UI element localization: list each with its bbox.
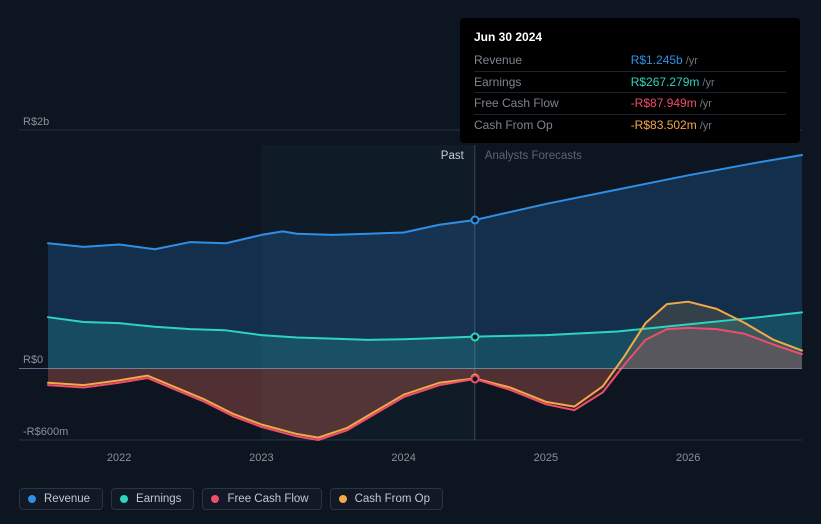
- data-point-marker: [470, 216, 479, 225]
- legend-label: Cash From Op: [355, 493, 430, 505]
- tooltip-row-value: -R$83.502m/yr: [631, 114, 786, 135]
- tooltip-date: Jun 30 2024: [474, 28, 786, 50]
- section-label-forecast: Analysts Forecasts: [485, 150, 582, 162]
- legend: Revenue Earnings Free Cash Flow Cash From O…: [19, 488, 443, 510]
- tooltip-table: RevenueR$1.245b/yrEarningsR$267.279m/yrF…: [474, 50, 786, 135]
- tooltip-panel: Jun 30 2024 RevenueR$1.245b/yrEarningsR$…: [460, 18, 800, 143]
- legend-label: Free Cash Flow: [227, 493, 308, 505]
- tooltip-row-value: R$267.279m/yr: [631, 71, 786, 93]
- y-axis-label: -R$600m: [23, 426, 68, 438]
- tooltip-row-label: Cash From Op: [474, 114, 631, 135]
- tooltip-row-label: Free Cash Flow: [474, 93, 631, 115]
- y-axis-label: R$2b: [23, 116, 49, 128]
- section-label-past: Past: [441, 150, 464, 162]
- legend-label: Revenue: [44, 493, 90, 505]
- legend-item-earnings[interactable]: Earnings: [111, 488, 194, 510]
- x-axis-label: 2024: [391, 452, 415, 464]
- tooltip-row-value: -R$87.949m/yr: [631, 93, 786, 115]
- legend-dot-icon: [120, 495, 128, 503]
- tooltip-row-value: R$1.245b/yr: [631, 50, 786, 71]
- legend-item-cash-from-op[interactable]: Cash From Op: [330, 488, 443, 510]
- legend-label: Earnings: [136, 493, 181, 505]
- legend-dot-icon: [28, 495, 36, 503]
- data-point-marker: [470, 332, 479, 341]
- data-point-marker: [470, 374, 479, 383]
- x-axis-label: 2022: [107, 452, 131, 464]
- tooltip-row-label: Revenue: [474, 50, 631, 71]
- legend-dot-icon: [339, 495, 347, 503]
- legend-dot-icon: [211, 495, 219, 503]
- legend-item-free-cash-flow[interactable]: Free Cash Flow: [202, 488, 321, 510]
- y-axis-label: R$0: [23, 354, 43, 366]
- legend-item-revenue[interactable]: Revenue: [19, 488, 103, 510]
- tooltip-row-label: Earnings: [474, 71, 631, 93]
- x-axis-label: 2026: [676, 452, 700, 464]
- x-axis-label: 2025: [534, 452, 558, 464]
- x-axis-label: 2023: [249, 452, 273, 464]
